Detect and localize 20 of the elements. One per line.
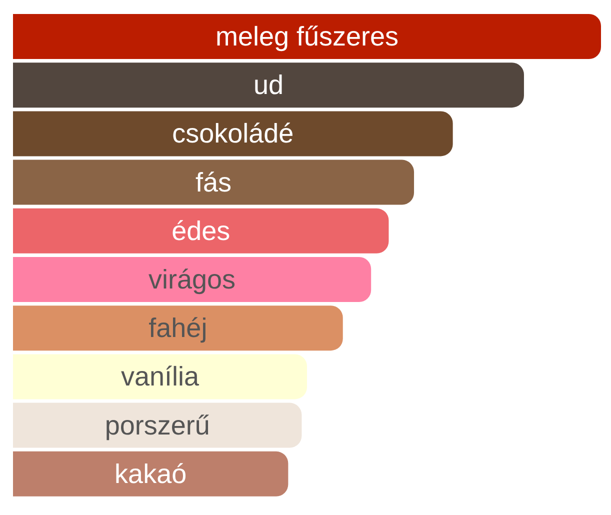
bar [13,257,372,302]
y-tick-label: kakaó [114,458,187,489]
bar [13,208,389,254]
bar [13,402,302,448]
y-tick-label: fás [195,167,232,198]
bar [13,62,524,108]
y-tick-label: virágos [148,264,236,294]
y-tick-label: fahéj [148,313,208,344]
y-tick-label: ud [253,70,284,100]
y-tick-label: meleg fűszeres [215,22,399,52]
y-tick-label: porszerű [104,410,210,440]
bar [13,160,414,205]
bar [13,14,601,59]
bar [13,306,343,351]
bar [13,451,288,496]
y-tick-label: vanília [120,362,200,392]
y-tick-label: édes [172,216,230,246]
bar [13,111,453,156]
y-tick-label: csokoládé [172,118,294,149]
bar [13,354,307,400]
